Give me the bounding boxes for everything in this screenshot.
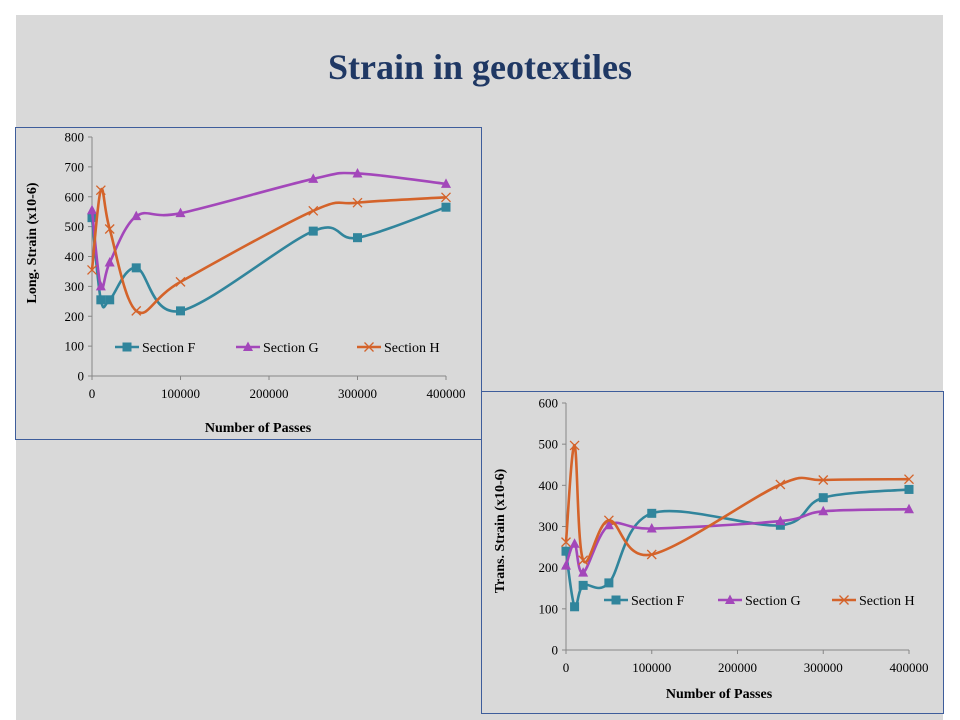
y-tick-label: 400 <box>65 249 85 264</box>
series-section-h-point <box>131 305 142 316</box>
series-section-f-point <box>308 226 318 236</box>
series-section-f-line <box>564 488 910 609</box>
series-section-h-point <box>175 276 186 287</box>
series-section-f-point <box>105 295 115 305</box>
y-tick-label: 500 <box>65 219 85 234</box>
series-section-h-point <box>441 192 451 203</box>
y-axis-title: Trans. Strain (x10-6) <box>493 468 508 593</box>
series-section-g-point <box>131 210 142 221</box>
slide-title: Strain in geotextiles <box>328 47 632 87</box>
series-section-f-point <box>904 484 914 494</box>
series-section-g-point <box>95 280 106 291</box>
series-section-f-point <box>818 493 828 503</box>
series-section-h-point <box>603 515 614 526</box>
series-section-g-point <box>104 256 115 267</box>
longitudinal-strain-chart: 0 100 200 300 400 500 600 700 800 0 100000 200000 30… <box>15 127 482 440</box>
legend-section-g-label: Section G <box>745 594 801 609</box>
legend-section-f-label: Section F <box>142 341 195 356</box>
series-section-f-point <box>96 295 106 305</box>
series-section-f-point <box>176 306 185 316</box>
series-section-h-point <box>561 537 571 548</box>
legend-section-h-label: Section H <box>384 341 440 356</box>
series-section-g-point <box>87 204 97 215</box>
series-section-f-point <box>561 546 571 556</box>
legend-section-f-marker <box>611 595 621 605</box>
y-tick-label: 200 <box>65 309 85 324</box>
series-section-h-point <box>818 475 829 485</box>
series-section-h-line <box>564 444 910 564</box>
series-section-g-point <box>818 505 829 516</box>
series-section-f-point <box>578 580 588 590</box>
y-tick-label: 200 <box>539 560 559 575</box>
x-tick-label: 100000 <box>632 660 671 675</box>
series-section-f-point <box>604 578 614 588</box>
legend-section-h-marker <box>364 342 374 352</box>
legend-section-f-marker <box>122 342 132 352</box>
series-section-g-point <box>904 503 914 514</box>
x-tick-label: 200000 <box>718 660 757 675</box>
series-section-f-point <box>441 202 451 212</box>
y-tick-label: 300 <box>539 519 559 534</box>
y-tick-label: 400 <box>539 478 559 493</box>
series-section-f-point <box>775 520 785 530</box>
series-section-h-point <box>104 224 115 234</box>
legend-section-h-marker <box>839 595 849 605</box>
x-axis-title: Number of Passes <box>205 421 312 436</box>
series-section-g-point <box>603 519 614 530</box>
x-tick-label: 300000 <box>804 660 843 675</box>
legend-section-g-label: Section G <box>263 341 319 356</box>
y-tick-label: 600 <box>539 396 559 411</box>
x-axis-title: Number of Passes <box>666 687 773 702</box>
x-tick-label: 0 <box>563 660 570 675</box>
series-section-f-point <box>131 263 141 273</box>
legend-section-g-marker <box>243 341 253 351</box>
series-section-f-line <box>90 205 447 313</box>
series-section-h-point <box>87 264 97 275</box>
x-tick-label: 400000 <box>890 660 929 675</box>
series-section-h-point <box>646 549 657 560</box>
longitudinal-strain-plot: 0 100 200 300 400 500 600 700 800 0 100000 200000 30… <box>25 130 466 437</box>
series-section-h-point <box>352 197 363 208</box>
legend-section-f-label: Section F <box>631 594 684 609</box>
series-section-h-point <box>569 440 580 451</box>
y-tick-label: 800 <box>65 130 85 145</box>
series-section-h-point <box>578 555 589 566</box>
x-tick-label: 0 <box>89 386 96 401</box>
series-section-h-point <box>775 479 786 490</box>
series-section-g-point <box>775 515 786 526</box>
series-section-g-point <box>561 560 571 570</box>
legend-section-h-label: Section H <box>859 594 915 609</box>
y-tick-label: 100 <box>65 339 85 354</box>
x-tick-label: 400000 <box>427 386 466 401</box>
series-section-f-point <box>647 508 657 518</box>
y-tick-label: 700 <box>65 159 85 174</box>
y-tick-label: 100 <box>539 601 559 616</box>
legend-section-g-marker <box>725 594 735 604</box>
series-section-h-line <box>90 187 447 315</box>
y-tick-label: 600 <box>65 189 85 204</box>
y-tick-label: 0 <box>78 369 85 384</box>
x-tick-label: 200000 <box>250 386 289 401</box>
series-section-f-point <box>570 602 580 612</box>
series-section-g-point <box>308 173 319 183</box>
series-section-g-point <box>578 567 589 577</box>
x-tick-label: 100000 <box>161 386 200 401</box>
series-section-h-point <box>308 205 319 216</box>
y-tick-label: 300 <box>65 279 85 294</box>
x-tick-label: 300000 <box>338 386 377 401</box>
series-section-f-point <box>353 233 362 243</box>
transverse-strain-chart: 0 100 200 300 400 500 600 0 100000 200000 300000 40… <box>481 391 944 714</box>
series-section-g-point <box>175 207 186 218</box>
y-tick-label: 0 <box>552 643 559 658</box>
series-section-h-point <box>95 185 106 196</box>
series-section-g-point <box>646 523 657 533</box>
y-tick-label: 500 <box>539 437 559 452</box>
transverse-strain-plot: 0 100 200 300 400 500 600 0 100000 200000 300000 40… <box>493 396 929 703</box>
series-section-g-point <box>441 178 451 188</box>
series-section-g-line <box>90 171 447 290</box>
y-axis-title: Long. Strain (x10-6) <box>25 182 40 303</box>
series-section-g-point <box>569 538 580 548</box>
series-section-h-point <box>904 474 914 485</box>
series-section-g-point <box>352 167 363 178</box>
